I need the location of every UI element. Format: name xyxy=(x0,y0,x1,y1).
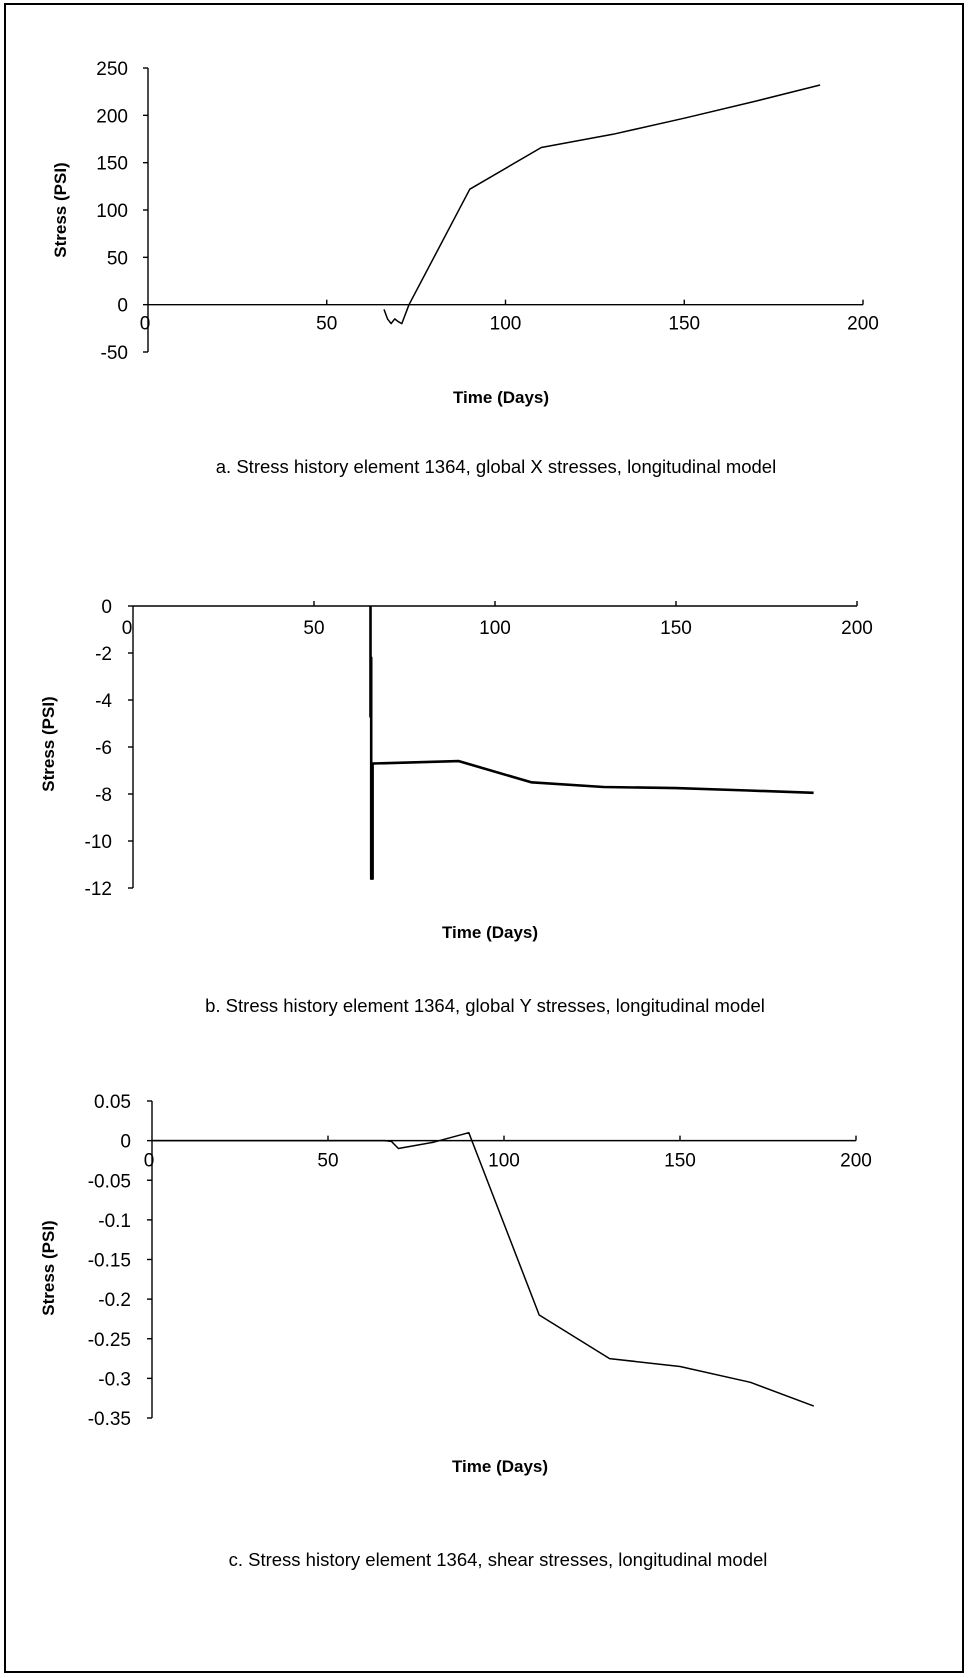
y-tick-label: 200 xyxy=(96,106,128,127)
y-tick-label: 250 xyxy=(96,59,128,80)
y-tick-label: -6 xyxy=(95,738,112,759)
x-tick-label: 200 xyxy=(840,1151,872,1172)
y-tick-label: -12 xyxy=(85,879,112,900)
chart-panel-b: 0 -2 -4 -6 -8 -10 -12 0 50 100 150 200 Stress (PSI) T… xyxy=(39,597,873,1016)
y-tick-label: -0.3 xyxy=(98,1369,131,1390)
y-axis-title: Stress (PSI) xyxy=(51,162,70,257)
y-tick-label: -10 xyxy=(85,832,112,853)
figure-caption: c. Stress history element 1364, shear st… xyxy=(229,1549,768,1570)
x-axis-title: Time (Days) xyxy=(453,388,549,407)
chart-panel-a: 250 200 150 100 50 0 -50 0 50 100 150 200 Stress (PS… xyxy=(51,59,879,477)
x-tick-label: 0 xyxy=(140,314,151,335)
y-tick-label: 0 xyxy=(101,597,112,618)
y-tick-label: -8 xyxy=(95,785,112,806)
y-tick-label: -4 xyxy=(95,691,112,712)
y-tick-label: 50 xyxy=(107,248,128,269)
x-tick-label: 0 xyxy=(144,1151,155,1172)
y-tick-label: -2 xyxy=(95,644,112,665)
x-tick-label: 150 xyxy=(668,314,700,335)
y-tick-label: -0.05 xyxy=(88,1171,131,1192)
y-tick-label: -0.25 xyxy=(88,1330,131,1351)
x-axis-title: Time (Days) xyxy=(452,1457,548,1476)
y-tick-label: 150 xyxy=(96,154,128,175)
series-line xyxy=(369,606,814,880)
y-axis-title: Stress (PSI) xyxy=(39,696,58,791)
x-tick-label: 100 xyxy=(490,314,522,335)
series-line xyxy=(152,1131,815,1407)
y-tick-label: -50 xyxy=(101,343,128,364)
y-tick-label: -0.35 xyxy=(88,1409,131,1430)
series-line xyxy=(383,84,821,325)
figure-frame xyxy=(4,3,964,1673)
x-tick-label: 50 xyxy=(303,618,324,639)
x-tick-label: 100 xyxy=(488,1151,520,1172)
y-tick-label: -0.1 xyxy=(98,1211,131,1232)
x-tick-label: 50 xyxy=(316,314,337,335)
x-tick-label: 50 xyxy=(317,1151,338,1172)
y-tick-label: -0.15 xyxy=(88,1251,131,1272)
y-tick-label: 0 xyxy=(120,1132,131,1153)
figure-caption: a. Stress history element 1364, global X… xyxy=(216,456,776,477)
y-tick-label: 100 xyxy=(96,201,128,222)
x-tick-label: 0 xyxy=(122,618,133,639)
y-tick-label: 0 xyxy=(117,296,128,317)
y-axis-title: Stress (PSI) xyxy=(39,1220,58,1315)
x-tick-label: 150 xyxy=(664,1151,696,1172)
figure-caption: b. Stress history element 1364, global Y… xyxy=(205,995,765,1016)
x-tick-label: 100 xyxy=(479,618,511,639)
y-tick-label: 0.05 xyxy=(94,1092,131,1113)
chart-panel-c: 0.05 0 -0.05 -0.1 -0.15 -0.2 -0.25 -0.3 -0.35 0 50… xyxy=(39,1092,872,1570)
x-tick-label: 200 xyxy=(841,618,873,639)
x-tick-label: 150 xyxy=(660,618,692,639)
y-tick-label: -0.2 xyxy=(98,1290,131,1311)
x-tick-label: 200 xyxy=(847,314,879,335)
x-axis-title: Time (Days) xyxy=(442,923,538,942)
